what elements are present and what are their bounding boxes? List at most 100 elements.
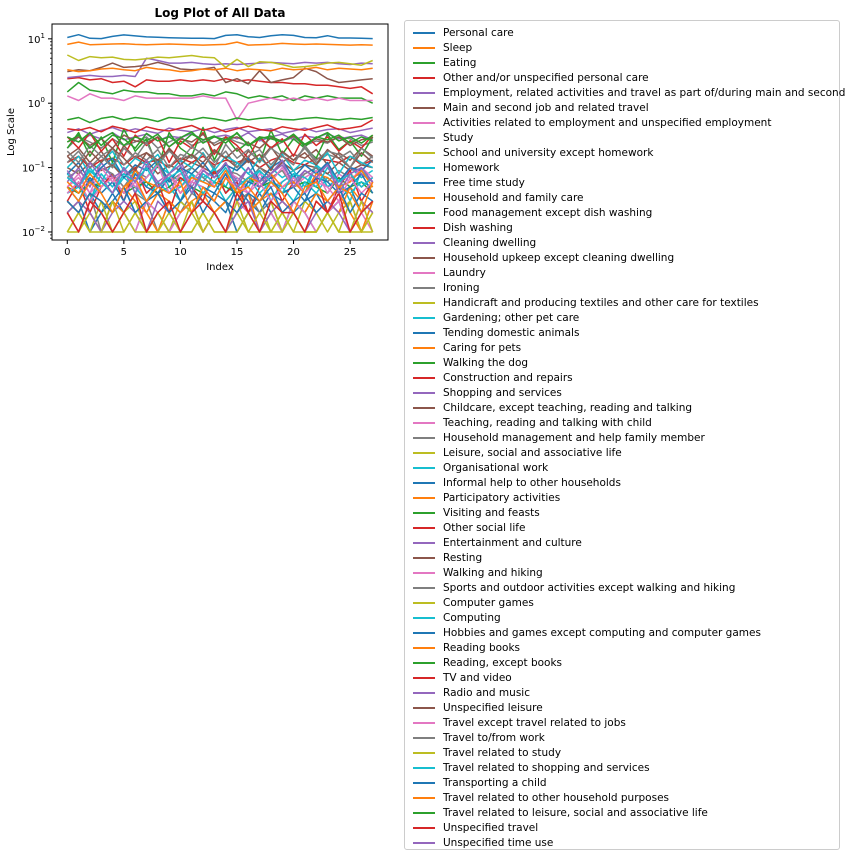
- legend-swatch: [413, 121, 435, 124]
- legend-item: Reading, except books: [413, 655, 562, 670]
- legend-swatch: [413, 556, 435, 559]
- legend-label: Computing: [443, 611, 501, 624]
- legend-label: Sports and outdoor activities except wal…: [443, 581, 736, 594]
- legend-label: Organisational work: [443, 461, 549, 474]
- legend-item: Radio and music: [413, 685, 530, 700]
- legend-item: Resting: [413, 550, 482, 565]
- legend-item: Walking the dog: [413, 355, 528, 370]
- legend-label: Household upkeep except cleaning dwellin…: [443, 251, 675, 264]
- legend-swatch: [413, 211, 435, 214]
- legend-item: Study: [413, 130, 473, 145]
- legend-item: Construction and repairs: [413, 370, 573, 385]
- legend-swatch: [413, 646, 435, 649]
- legend-label: Study: [443, 131, 474, 144]
- legend-label: Travel related to shopping and services: [443, 761, 650, 774]
- legend-label: Other and/or unspecified personal care: [443, 71, 649, 84]
- legend-label: Visiting and feasts: [443, 506, 540, 519]
- legend-label: Travel related to study: [443, 746, 562, 759]
- legend-swatch: [413, 376, 435, 379]
- legend-label: Computer games: [443, 596, 534, 609]
- series-line-employment-related-activities-and-travel-as-part-of-during-main-and-second-job: [67, 57, 373, 79]
- legend-swatch: [413, 631, 435, 634]
- series-line-unspecified-time-use: [66, 159, 374, 194]
- legend-item: Activities related to employment and uns…: [413, 115, 771, 130]
- series-line-travel-related-to-shopping-and-services: [66, 166, 374, 194]
- legend-label: TV and video: [443, 671, 512, 684]
- series-line-radio-and-music: [66, 200, 374, 233]
- legend-swatch: [413, 76, 435, 79]
- legend-item: Ironing: [413, 280, 480, 295]
- series-line-travel-to-from-work: [66, 141, 374, 169]
- legend-label: Childcare, except teaching, reading and …: [443, 401, 693, 414]
- series-line-eating: [66, 81, 374, 104]
- legend-item: Travel related to other household purpos…: [413, 790, 669, 805]
- legend-label: Dish washing: [443, 221, 513, 234]
- legend-item: Computer games: [413, 595, 534, 610]
- legend-label: Transporting a child: [443, 776, 547, 789]
- x-axis-label: Index: [206, 262, 234, 273]
- legend-label: Leisure, social and associative life: [443, 446, 622, 459]
- legend-swatch: [413, 751, 435, 754]
- legend-item: Unspecified time use: [413, 835, 553, 850]
- legend-swatch: [413, 286, 435, 289]
- legend-swatch: [413, 616, 435, 619]
- legend-label: Gardening; other pet care: [443, 311, 580, 324]
- legend-label: Travel except travel related to jobs: [443, 716, 626, 729]
- legend-label: Construction and repairs: [443, 371, 573, 384]
- legend-item: Travel except travel related to jobs: [413, 715, 626, 730]
- legend-item: Cleaning dwelling: [413, 235, 536, 250]
- series-line-other-social-life: [66, 131, 374, 164]
- legend-label: Eating: [443, 56, 477, 69]
- legend-item: Sleep: [413, 40, 472, 55]
- legend-swatch: [413, 496, 435, 499]
- series-layer: [66, 33, 374, 233]
- y-tick-label: 10−1: [22, 161, 45, 175]
- series-line-computing: [66, 150, 374, 175]
- legend-item: Walking and hiking: [413, 565, 543, 580]
- series-line-informal-help-to-other-households: [66, 173, 374, 202]
- legend-label: Walking and hiking: [443, 566, 543, 579]
- legend-label: Personal care: [443, 26, 514, 39]
- legend-swatch: [413, 391, 435, 394]
- legend-item: TV and video: [413, 670, 512, 685]
- y-axis: 10−2 10−1 100 101: [22, 32, 52, 239]
- legend-label: Caring for pets: [443, 341, 522, 354]
- legend-swatch: [413, 361, 435, 364]
- legend-label: Household and family care: [443, 191, 584, 204]
- series-line-teaching-reading-and-talking-with-child: [66, 200, 374, 233]
- legend-item: Handicraft and producing textiles and ot…: [413, 295, 759, 310]
- x-tick-label: 25: [344, 247, 357, 258]
- legend-item: Other and/or unspecified personal care: [413, 70, 649, 85]
- legend-item: Entertainment and culture: [413, 535, 582, 550]
- legend-swatch: [413, 106, 435, 109]
- legend-swatch: [413, 601, 435, 604]
- legend-swatch: [413, 451, 435, 454]
- legend-swatch: [413, 271, 435, 274]
- series-line-food-management-except-dish-washing: [67, 115, 373, 124]
- legend-label: Activities related to employment and uns…: [443, 116, 772, 129]
- legend-swatch: [413, 151, 435, 154]
- legend-label: Employment, related activities and trave…: [443, 86, 848, 99]
- x-tick-label: 0: [64, 247, 70, 258]
- legend-swatch: [413, 526, 435, 529]
- series-line-tv-and-video: [67, 119, 374, 134]
- legend-item: Travel to/from work: [413, 730, 545, 745]
- legend-item: Tending domestic animals: [413, 325, 579, 340]
- legend-swatch: [413, 346, 435, 349]
- legend-label: Entertainment and culture: [443, 536, 582, 549]
- series-line-travel-related-to-leisure-social-and-associative-life: [66, 131, 374, 149]
- series-line-cleaning-dwelling: [67, 126, 373, 135]
- legend-item: Free time study: [413, 175, 525, 190]
- series-line-main-and-second-job-and-related-travel: [67, 61, 373, 85]
- legend-label: Other social life: [443, 521, 526, 534]
- legend-label: Laundry: [443, 266, 486, 279]
- legend-item: Shopping and services: [413, 385, 562, 400]
- legend-swatch: [413, 31, 435, 34]
- legend-swatch: [413, 466, 435, 469]
- legend-item: Personal care: [413, 25, 514, 40]
- series-line-reading-except-books: [66, 131, 373, 149]
- legend-label: Travel related to other household purpos…: [443, 791, 670, 804]
- legend-label: Food management except dish washing: [443, 206, 653, 219]
- legend-swatch: [413, 481, 435, 484]
- series-line-computer-games: [66, 200, 374, 233]
